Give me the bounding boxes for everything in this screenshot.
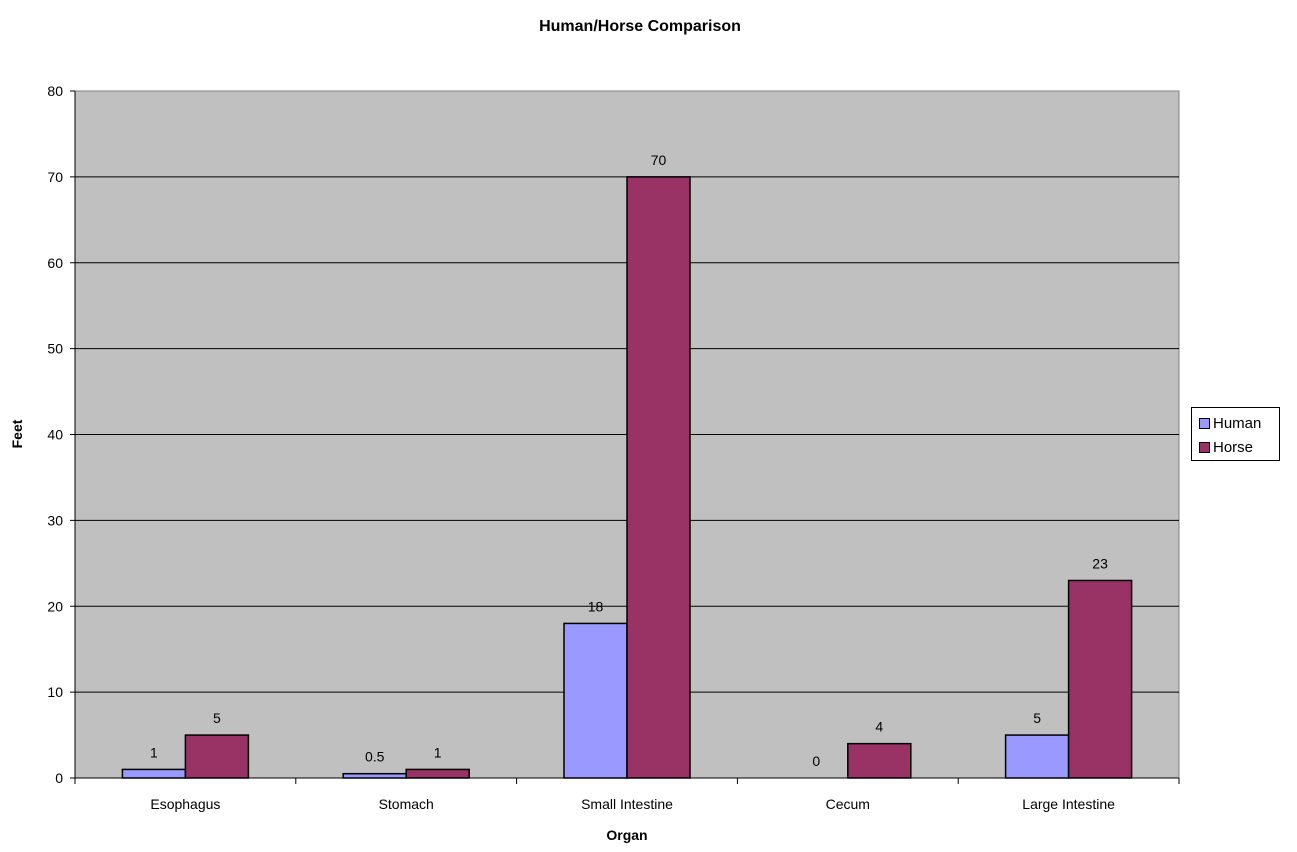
bar-horse bbox=[847, 742, 912, 779]
data-label-human: 18 bbox=[588, 598, 604, 614]
y-tick-label: 40 bbox=[47, 427, 63, 443]
data-label-horse: 5 bbox=[213, 710, 221, 726]
x-tick-label: Large Intestine bbox=[1022, 796, 1115, 812]
bar-human bbox=[563, 622, 628, 779]
data-label-horse: 23 bbox=[1092, 555, 1108, 571]
data-label-human: 1 bbox=[150, 744, 158, 760]
y-axis-ticks: 0 10 20 30 40 50 60 70 80 bbox=[47, 83, 75, 786]
y-tick-label: 70 bbox=[47, 169, 63, 185]
bars bbox=[121, 176, 1133, 779]
y-tick-label: 50 bbox=[47, 341, 63, 357]
y-tick-label: 20 bbox=[47, 598, 63, 614]
data-label-human: 0.5 bbox=[365, 749, 385, 765]
y-tick-label: 10 bbox=[47, 684, 63, 700]
x-tick-label: Cecum bbox=[826, 796, 870, 812]
data-label-human: 5 bbox=[1033, 710, 1041, 726]
x-axis-ticks: Esophagus Stomach Small Intestine Cecum Larg… bbox=[74, 778, 1180, 812]
legend-item-human: Human bbox=[1199, 413, 1261, 433]
legend-label-human: Human bbox=[1213, 414, 1262, 432]
bar-human bbox=[342, 772, 407, 779]
y-tick-label: 80 bbox=[47, 83, 63, 99]
x-axis-title: Organ bbox=[606, 827, 647, 843]
y-axis-title: Feet bbox=[9, 419, 25, 448]
data-label-horse: 1 bbox=[434, 744, 442, 760]
bar-horse bbox=[626, 176, 691, 779]
legend: Human Horse bbox=[1191, 407, 1280, 461]
bar-human bbox=[1004, 734, 1070, 779]
x-tick-label: Stomach bbox=[379, 796, 434, 812]
data-label-human: 0 bbox=[812, 753, 820, 769]
y-tick-label: 30 bbox=[47, 512, 63, 528]
chart-title: Human/Horse Comparison bbox=[539, 18, 741, 35]
bar-horse bbox=[184, 734, 250, 779]
legend-item-horse: Horse bbox=[1199, 437, 1253, 457]
data-label-horse: 4 bbox=[875, 719, 883, 735]
bar-horse bbox=[1067, 579, 1133, 779]
y-tick-label: 60 bbox=[47, 255, 63, 271]
bar-human bbox=[121, 768, 187, 779]
x-tick-label: Esophagus bbox=[150, 796, 220, 812]
legend-label-horse: Horse bbox=[1213, 438, 1254, 456]
data-label-horse: 70 bbox=[651, 152, 667, 168]
legend-swatch-horse bbox=[1199, 441, 1210, 453]
x-tick-label: Small Intestine bbox=[581, 796, 673, 812]
data-labels: 1 5 0.5 1 18 70 0 4 5 23 bbox=[150, 152, 1108, 769]
legend-swatch-human bbox=[1199, 417, 1210, 429]
bar-horse bbox=[405, 768, 470, 779]
y-tick-label: 0 bbox=[55, 770, 63, 786]
